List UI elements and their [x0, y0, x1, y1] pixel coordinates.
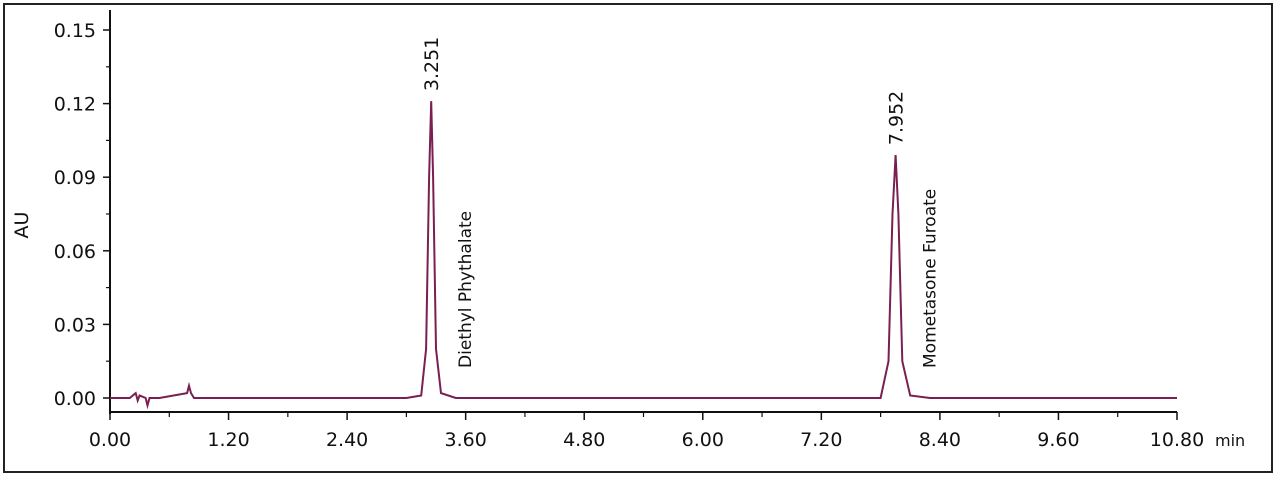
chromatogram-trace: [110, 101, 1177, 410]
peak-retention-time-label: 3.251: [421, 37, 443, 91]
y-tick-label: 0.06: [54, 241, 96, 263]
x-tick-label: 8.40: [919, 429, 961, 451]
y-tick-label: 0.00: [54, 388, 96, 410]
axes: [109, 10, 1177, 414]
peak-compound-label: Mometasone Furoate: [921, 189, 941, 368]
peak-compound-label: Diethyl Phythalate: [456, 211, 476, 368]
chart-frame: [3, 3, 1273, 473]
x-tick-label: 0.00: [89, 429, 131, 451]
x-tick-label: 1.20: [207, 429, 249, 451]
y-axis-label: AU: [11, 212, 33, 239]
x-tick-label: 7.20: [800, 429, 842, 451]
y-tick-label: 0.03: [54, 314, 96, 336]
y-tick-label: 0.15: [54, 20, 96, 42]
y-tick-label: 0.09: [54, 167, 96, 189]
x-tick-label: 10.80: [1150, 429, 1204, 451]
peak-annotations: 3.251 Diethyl Phythalate 7.952 Mometasone F…: [421, 37, 940, 368]
x-axis-unit-label: min: [1215, 431, 1245, 450]
x-tick-label: 6.00: [682, 429, 724, 451]
x-tick-label: 9.60: [1037, 429, 1079, 451]
x-tick-label: 3.60: [445, 429, 487, 451]
x-tick-label: 4.80: [563, 429, 605, 451]
peak-retention-time-label: 7.952: [886, 91, 908, 145]
ticks: 0.00 1.20 2.40 3.60 4.80 6.00 7.20 8.40 9.60 10.8…: [54, 20, 1205, 451]
y-tick-label: 0.12: [54, 94, 96, 116]
x-tick-label: 2.40: [326, 429, 368, 451]
